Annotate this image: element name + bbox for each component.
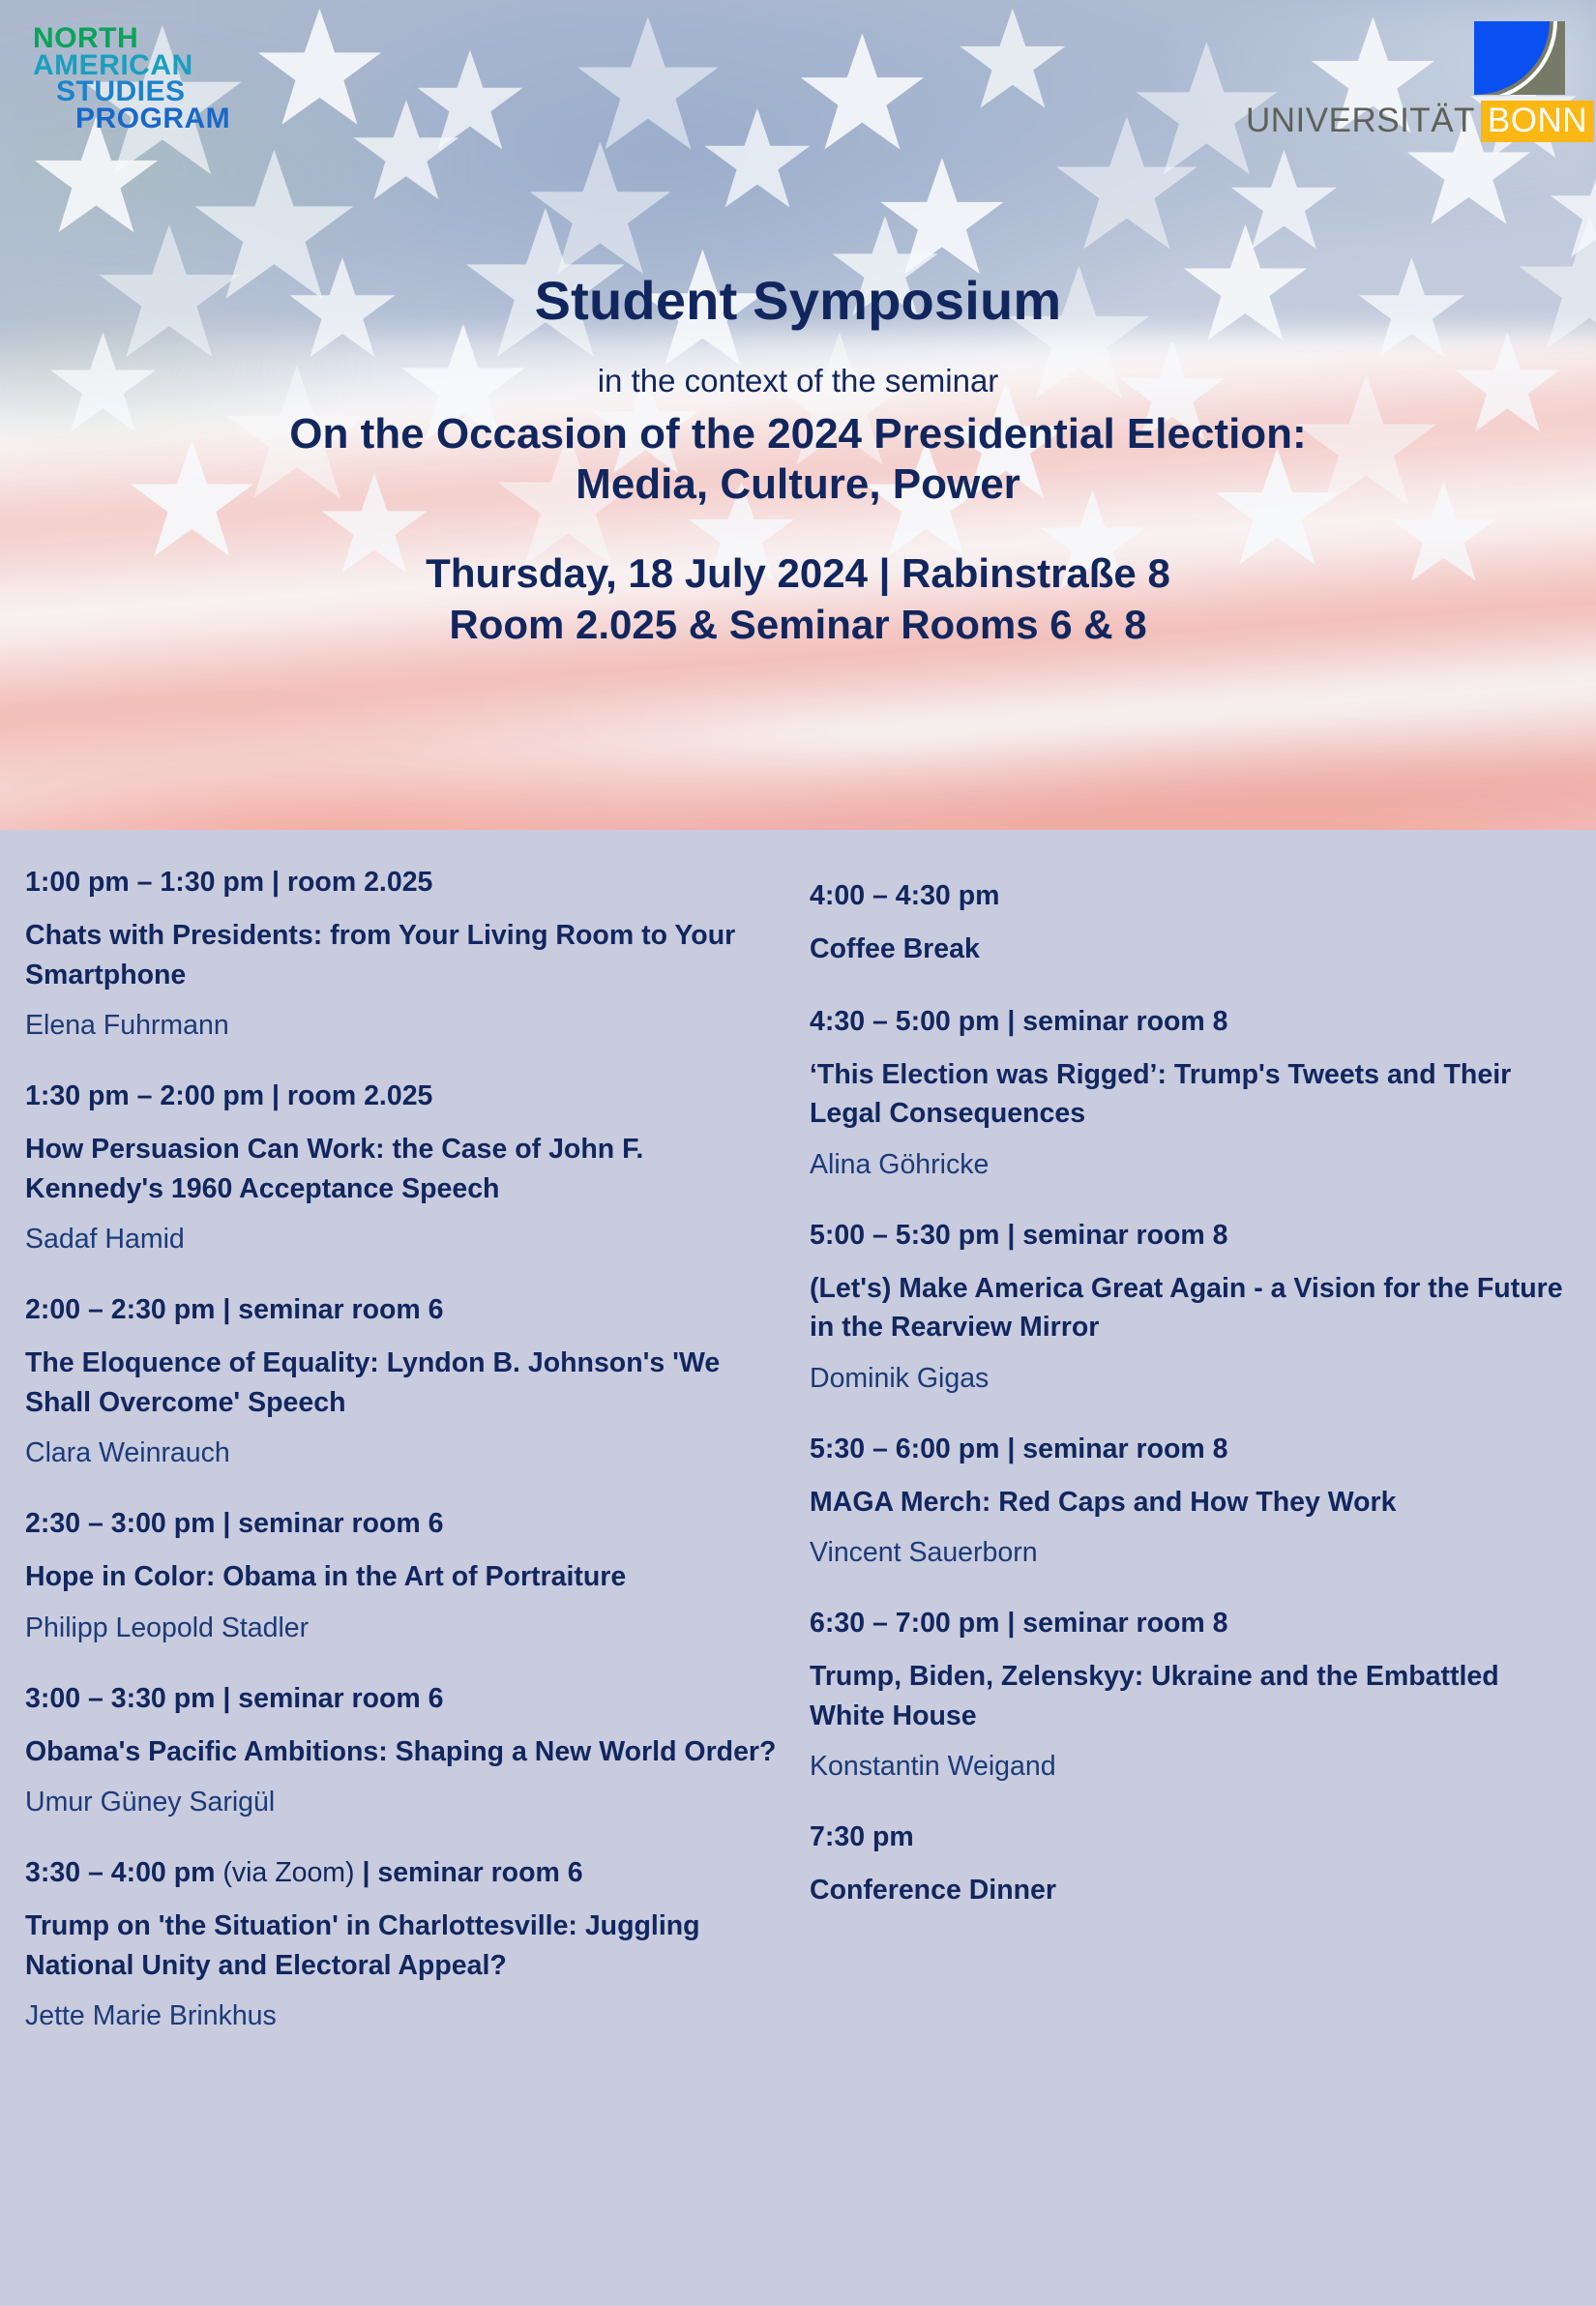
schedule-item-time: 5:30 – 6:00 pm | seminar room 8: [810, 1433, 1228, 1464]
schedule-item-time: 6:30 – 7:00 pm | seminar room 8: [810, 1608, 1228, 1640]
header-context-line: in the context of the seminar: [597, 363, 999, 399]
page-title: Student Symposium: [534, 270, 1062, 331]
schedule-item-time: 7:30 pm: [810, 1821, 914, 1853]
schedule-item-via-zoom-note: (via Zoom): [222, 1857, 355, 1889]
event-date-line: Thursday, 18 July 2024 | Rabinstraße 8: [426, 549, 1170, 596]
schedule-item: 3:00 – 3:30 pm | seminar room 6 Obama's P…: [25, 1681, 786, 1821]
nasp-logo-line-4: PROGRAM: [75, 102, 231, 134]
schedule-item: 6:30 – 7:00 pm | seminar room 8 Trump, Bi…: [810, 1606, 1571, 1785]
schedule-column-right: 4:00 – 4:30 pm Coffee Break 4:30 – 5:00 pm…: [810, 865, 1571, 2306]
schedule-item-title: Hope in Color: Obama in the Art of Portr…: [25, 1561, 627, 1593]
flag-color-wash: [0, 0, 1596, 830]
schedule-item-title: Chats with Presidents: from Your Living …: [25, 920, 736, 990]
schedule-item-title: Conference Dinner: [810, 1875, 1056, 1907]
schedule-item-time: 3:00 – 3:30 pm | seminar room 6: [25, 1682, 444, 1714]
schedule-item-time: 2:30 – 3:00 pm | seminar room 6: [25, 1508, 444, 1540]
schedule-item-title: ‘This Election was Rigged’: Trump's Twee…: [810, 1058, 1512, 1130]
unibonn-emblem-icon: [1474, 21, 1565, 95]
schedule-column-left: 1:00 pm – 1:30 pm | room 2.025 Chats with…: [25, 865, 786, 2306]
schedule-item-speaker: Philipp Leopold Stadler: [25, 1611, 310, 1643]
schedule-item-speaker: Umur Güney Sarigül: [25, 1787, 276, 1818]
schedule-item: 2:00 – 2:30 pm | seminar room 6 The Eloqu…: [25, 1292, 786, 1471]
schedule-item: 5:00 – 5:30 pm | seminar room 8 (Let's) M…: [810, 1218, 1571, 1397]
schedule-item-speaker: Dominik Gigas: [810, 1362, 990, 1394]
university-of-bonn-logo: UNIVERSITÄT BONN: [1246, 21, 1595, 142]
schedule-item-speaker: Sadaf Hamid: [25, 1224, 185, 1256]
schedule-item-title: Coffee Break: [810, 933, 980, 965]
north-american-studies-program-logo: NORTH AMERICAN STUDIES PROGRAM: [33, 22, 231, 134]
schedule-item-title: (Let's) Make America Great Again - a Vis…: [810, 1272, 1563, 1344]
schedule-item: 1:00 pm – 1:30 pm | room 2.025 Chats with…: [25, 865, 786, 1044]
schedule-item-speaker: Vincent Sauerborn: [810, 1537, 1038, 1569]
schedule-item-time: 2:00 – 2:30 pm | seminar room 6: [25, 1294, 444, 1326]
unibonn-universitaet-text: UNIVERSITÄT: [1246, 102, 1475, 139]
schedule-item-time: 4:00 – 4:30 pm: [810, 880, 1000, 911]
schedule-item-speaker: Alina Göhricke: [810, 1148, 990, 1180]
schedule-item-title: Obama's Pacific Ambitions: Shaping a New…: [25, 1735, 777, 1767]
schedule-item-title: How Persuasion Can Work: the Case of Joh…: [25, 1134, 644, 1204]
poster-header-banner: NORTH AMERICAN STUDIES PROGRAM UNIVERSIT…: [0, 0, 1596, 830]
seminar-title-line-1: On the Occasion of the 2024 Presidential…: [289, 410, 1307, 458]
schedule-section: 1:00 pm – 1:30 pm | room 2.025 Chats with…: [0, 830, 1596, 2306]
schedule-item-speaker: Elena Fuhrmann: [25, 1009, 229, 1041]
schedule-item-title: The Eloquence of Equality: Lyndon B. Joh…: [25, 1347, 721, 1418]
schedule-item-time: 5:00 – 5:30 pm | seminar room 8: [810, 1219, 1228, 1251]
seminar-title: On the Occasion of the 2024 Presidential…: [0, 409, 1596, 510]
schedule-item-title: Trump on 'the Situation' in Charlottesvi…: [25, 1910, 700, 1981]
schedule-item: 1:30 pm – 2:00 pm | room 2.025 How Persua…: [25, 1079, 786, 1257]
schedule-item: 2:30 – 3:00 pm | seminar room 6 Hope in C…: [25, 1506, 786, 1646]
event-rooms-line: Room 2.025 & Seminar Rooms 6 & 8: [449, 601, 1147, 647]
schedule-item-speaker: Jette Marie Brinkhus: [25, 2000, 277, 2032]
usa-flag-background-image: [0, 0, 1596, 830]
schedule-item-time-start: 3:30 – 4:00 pm: [25, 1857, 223, 1889]
schedule-item-title: MAGA Merch: Red Caps and How They Work: [810, 1486, 1397, 1518]
event-date-location: Thursday, 18 July 2024 | Rabinstraße 8 R…: [0, 548, 1596, 651]
schedule-item-time: 1:00 pm – 1:30 pm | room 2.025: [25, 867, 433, 898]
schedule-item-time: 3:30 – 4:00 pm (via Zoom) | seminar room…: [25, 1855, 786, 1891]
schedule-item-speaker: Konstantin Weigand: [810, 1751, 1056, 1783]
nasp-logo-line-1: NORTH: [33, 22, 139, 54]
schedule-item: 7:30 pm Conference Dinner: [810, 1819, 1571, 1910]
schedule-item-time: 4:30 – 5:00 pm | seminar room 8: [810, 1005, 1228, 1037]
unibonn-bonn-text: BONN: [1480, 101, 1595, 142]
seminar-title-line-2: Media, Culture, Power: [576, 459, 1020, 508]
nasp-logo-line-3: STUDIES: [56, 75, 186, 108]
nasp-logo-line-2: AMERICAN: [33, 48, 193, 81]
unibonn-wordmark: UNIVERSITÄT BONN: [1246, 101, 1595, 142]
header-text-block: Student Symposium in the context of the …: [0, 0, 1596, 651]
schedule-item-room: | seminar room 6: [354, 1857, 583, 1889]
schedule-item-speaker: Clara Weinrauch: [25, 1437, 230, 1469]
schedule-item-time: 1:30 pm – 2:00 pm | room 2.025: [25, 1080, 433, 1112]
schedule-item-title: Trump, Biden, Zelenskyy: Ukraine and the…: [810, 1661, 1499, 1731]
schedule-item: 3:30 – 4:00 pm (via Zoom) | seminar room…: [25, 1855, 786, 2034]
schedule-item: 5:30 – 6:00 pm | seminar room 8 MAGA Merc…: [810, 1432, 1571, 1572]
flag-stars: [0, 0, 1596, 830]
schedule-item: 4:00 – 4:30 pm Coffee Break: [810, 878, 1571, 969]
schedule-item: 4:30 – 5:00 pm | seminar room 8 ‘This Ele…: [810, 1004, 1571, 1183]
